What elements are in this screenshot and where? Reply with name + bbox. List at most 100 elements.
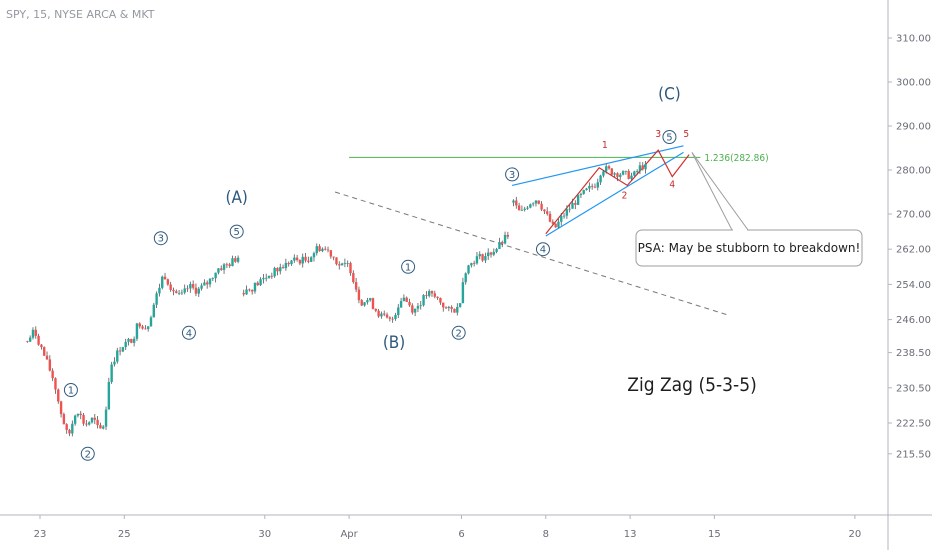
candle xyxy=(405,296,408,302)
candle xyxy=(627,169,630,180)
candle xyxy=(633,170,636,177)
candle xyxy=(259,277,262,287)
candle xyxy=(582,189,585,195)
x-tick-label: 13 xyxy=(624,529,637,540)
candle xyxy=(416,303,420,313)
candle-body xyxy=(242,292,245,295)
candle-body xyxy=(130,338,133,343)
candle-body xyxy=(478,254,481,257)
candle-body xyxy=(638,165,642,172)
candle xyxy=(456,303,459,316)
candle xyxy=(121,346,125,353)
candle-body xyxy=(76,413,80,416)
candle xyxy=(470,262,473,268)
candle-body xyxy=(256,282,259,286)
candle xyxy=(273,266,276,278)
candle-body xyxy=(442,302,445,308)
candle-body xyxy=(523,208,526,210)
candle-body xyxy=(259,279,262,286)
candle-body xyxy=(65,424,68,430)
candle xyxy=(607,164,611,170)
candle xyxy=(287,261,290,267)
candle xyxy=(96,416,99,429)
candle xyxy=(34,326,37,339)
candle xyxy=(613,172,616,178)
wave-label-circled: 5 xyxy=(662,130,677,144)
candle xyxy=(127,337,130,346)
candle xyxy=(557,218,560,229)
candle-body xyxy=(554,223,557,228)
candle xyxy=(388,316,392,322)
candle xyxy=(338,261,341,270)
candle xyxy=(203,279,206,286)
candle-body xyxy=(399,301,403,308)
candle-body xyxy=(599,175,602,183)
candle-body xyxy=(531,203,535,205)
candle-body xyxy=(529,204,532,208)
candle-body xyxy=(102,426,105,429)
x-tick-label: 6 xyxy=(458,529,464,540)
candle-body xyxy=(304,256,307,261)
diagonal-line-1 xyxy=(511,145,684,186)
wave-label-red: 2 xyxy=(622,191,628,202)
candle-body xyxy=(430,291,434,294)
y-tick-label: 254.00 xyxy=(896,280,931,291)
candle-body xyxy=(422,295,425,306)
wave-circle xyxy=(535,242,550,257)
candle xyxy=(76,413,80,418)
candle-body xyxy=(551,221,555,224)
candle-body xyxy=(208,278,212,285)
candle xyxy=(267,275,271,279)
candle-body xyxy=(312,253,316,258)
candle xyxy=(501,240,504,248)
candle xyxy=(380,311,383,319)
candle xyxy=(349,261,352,276)
candle xyxy=(489,251,493,258)
candle xyxy=(82,413,85,426)
candle xyxy=(93,413,96,425)
candle xyxy=(318,244,321,252)
candle-body xyxy=(163,276,167,280)
candle xyxy=(26,340,29,343)
candle xyxy=(177,290,181,296)
candle xyxy=(161,275,164,290)
candle-body xyxy=(571,203,574,209)
candle-body xyxy=(340,263,344,266)
candle xyxy=(28,335,32,343)
candle xyxy=(422,294,425,307)
candle xyxy=(368,297,372,302)
candle xyxy=(186,285,189,292)
candle-body xyxy=(568,208,571,210)
candle-body xyxy=(79,413,82,415)
candle-body xyxy=(405,297,408,302)
candle xyxy=(548,211,552,223)
wave-circle xyxy=(63,383,78,397)
candle xyxy=(68,428,71,437)
candle-body xyxy=(293,257,296,261)
candle-body xyxy=(475,256,479,264)
candle-body xyxy=(211,278,215,280)
wave-label-major: (A) xyxy=(225,188,247,208)
candle xyxy=(481,253,484,262)
candle-body xyxy=(394,315,397,320)
candle xyxy=(354,277,358,293)
candle xyxy=(433,290,437,299)
candle-body xyxy=(253,282,257,292)
candle xyxy=(51,368,54,382)
candle xyxy=(537,200,540,205)
candle-body xyxy=(180,292,184,294)
candle-body xyxy=(203,282,206,286)
candle-body xyxy=(113,361,116,365)
candle xyxy=(630,172,633,181)
candle-body xyxy=(383,313,386,315)
candle xyxy=(506,231,510,240)
candle xyxy=(169,281,172,292)
candle xyxy=(619,172,622,180)
wave-circle-number: 1 xyxy=(68,386,74,397)
candle xyxy=(200,283,203,291)
candle-body xyxy=(472,263,476,264)
callout-text: PSA: May be stubborn to breakdown! xyxy=(638,241,861,255)
candle xyxy=(478,251,481,260)
